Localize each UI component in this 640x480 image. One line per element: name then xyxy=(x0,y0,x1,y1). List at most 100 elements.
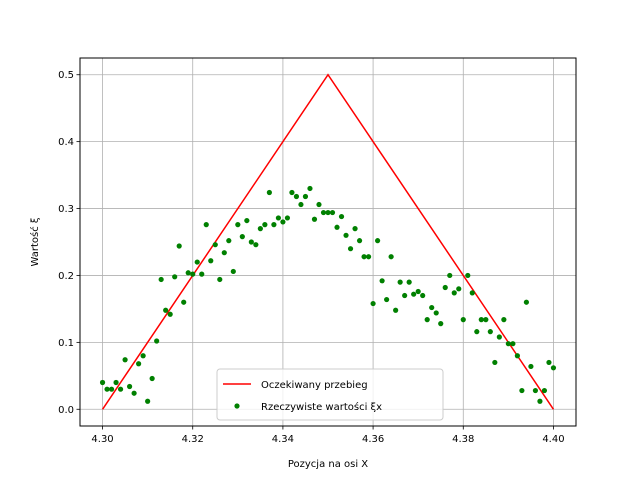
data-point xyxy=(172,274,178,280)
data-point xyxy=(352,226,358,232)
x-axis-label: Pozycja na osi X xyxy=(288,459,368,470)
data-point xyxy=(519,387,525,394)
data-point xyxy=(361,254,367,260)
data-point xyxy=(546,359,552,366)
data-point xyxy=(235,222,241,228)
data-point xyxy=(487,329,493,335)
data-point xyxy=(140,353,146,359)
data-point xyxy=(329,209,336,216)
data-point xyxy=(145,398,151,404)
data-point xyxy=(302,193,309,200)
data-point xyxy=(289,189,295,196)
data-point xyxy=(365,254,372,260)
data-point xyxy=(469,290,475,296)
data-point xyxy=(384,296,390,303)
data-point xyxy=(370,300,376,307)
data-point xyxy=(424,317,430,323)
legend-label: Rzeczywiste wartości ξx xyxy=(261,401,382,413)
data-point xyxy=(199,271,205,277)
grid xyxy=(80,58,576,426)
series-line-expected xyxy=(101,73,555,410)
data-point xyxy=(190,271,196,277)
y-tick-label: 0.5 xyxy=(58,70,74,81)
data-point xyxy=(131,390,137,396)
data-point xyxy=(154,338,160,344)
data-point xyxy=(528,363,534,370)
data-point xyxy=(307,185,313,192)
data-point xyxy=(181,299,187,305)
data-point xyxy=(127,383,133,390)
data-point xyxy=(298,201,304,208)
data-point xyxy=(212,242,218,248)
y-tick-label: 0.4 xyxy=(58,137,74,148)
x-tick-label: 4.38 xyxy=(452,434,474,445)
data-point xyxy=(325,209,331,216)
data-point xyxy=(483,317,489,323)
legend: Oczekiwany przebieg Rzeczywiste wartości … xyxy=(216,368,444,421)
data-point xyxy=(456,286,462,292)
x-tick-label: 4.32 xyxy=(182,434,204,445)
data-point xyxy=(474,329,480,335)
data-point xyxy=(406,279,412,285)
axes-frame xyxy=(79,57,577,427)
data-point xyxy=(316,201,322,208)
data-point xyxy=(433,310,439,316)
legend-box xyxy=(216,368,444,421)
data-point xyxy=(451,290,457,296)
data-point xyxy=(293,193,300,200)
data-point xyxy=(257,226,263,232)
data-point xyxy=(320,209,327,216)
data-point xyxy=(167,311,173,317)
y-axis-label: Wartość ξ xyxy=(29,218,41,267)
x-tick-label: 4.34 xyxy=(272,434,294,445)
data-point xyxy=(99,379,106,386)
data-point xyxy=(532,387,539,394)
data-point xyxy=(415,288,421,295)
data-point xyxy=(460,317,466,323)
data-point xyxy=(113,379,119,386)
data-point xyxy=(149,375,155,382)
data-point xyxy=(393,307,399,313)
data-point xyxy=(492,359,498,366)
data-point xyxy=(253,242,259,248)
data-point xyxy=(266,189,272,196)
data-point xyxy=(550,365,557,371)
data-point xyxy=(176,243,182,249)
data-point xyxy=(505,341,511,347)
x-tick-label: 4.36 xyxy=(362,434,384,445)
data-point xyxy=(514,353,520,359)
data-point xyxy=(501,317,507,323)
plot-area xyxy=(99,73,557,410)
x-tick-label: 4.30 xyxy=(91,434,113,445)
data-point xyxy=(117,386,124,392)
legend-marker-swatch xyxy=(234,403,240,409)
data-point xyxy=(194,259,200,265)
data-point xyxy=(226,238,232,244)
data-point xyxy=(388,254,394,260)
data-point xyxy=(402,292,408,299)
data-point xyxy=(496,334,502,340)
y-tick-label: 0.3 xyxy=(58,204,74,215)
data-point xyxy=(379,278,385,284)
data-point xyxy=(275,215,281,221)
data-point xyxy=(217,276,223,283)
ticks: 4.30 4.32 4.34 4.36 4.38 4.40 0.0 0.1 0.2 0.3 0.4 0… xyxy=(58,70,564,445)
data-point xyxy=(230,268,236,275)
y-tick-label: 0.1 xyxy=(58,338,74,349)
data-point xyxy=(122,357,128,363)
data-point xyxy=(262,222,268,228)
y-tick-label: 0.0 xyxy=(58,405,74,416)
data-point xyxy=(104,386,110,392)
data-point xyxy=(108,386,115,392)
x-tick-label: 4.40 xyxy=(542,434,564,445)
data-point xyxy=(420,292,426,299)
data-point xyxy=(203,222,209,228)
data-point xyxy=(429,304,435,311)
data-point xyxy=(523,299,530,305)
data-point xyxy=(221,250,227,256)
data-point xyxy=(136,361,142,367)
data-point xyxy=(239,234,245,240)
data-point xyxy=(541,387,548,394)
data-point xyxy=(208,258,214,264)
